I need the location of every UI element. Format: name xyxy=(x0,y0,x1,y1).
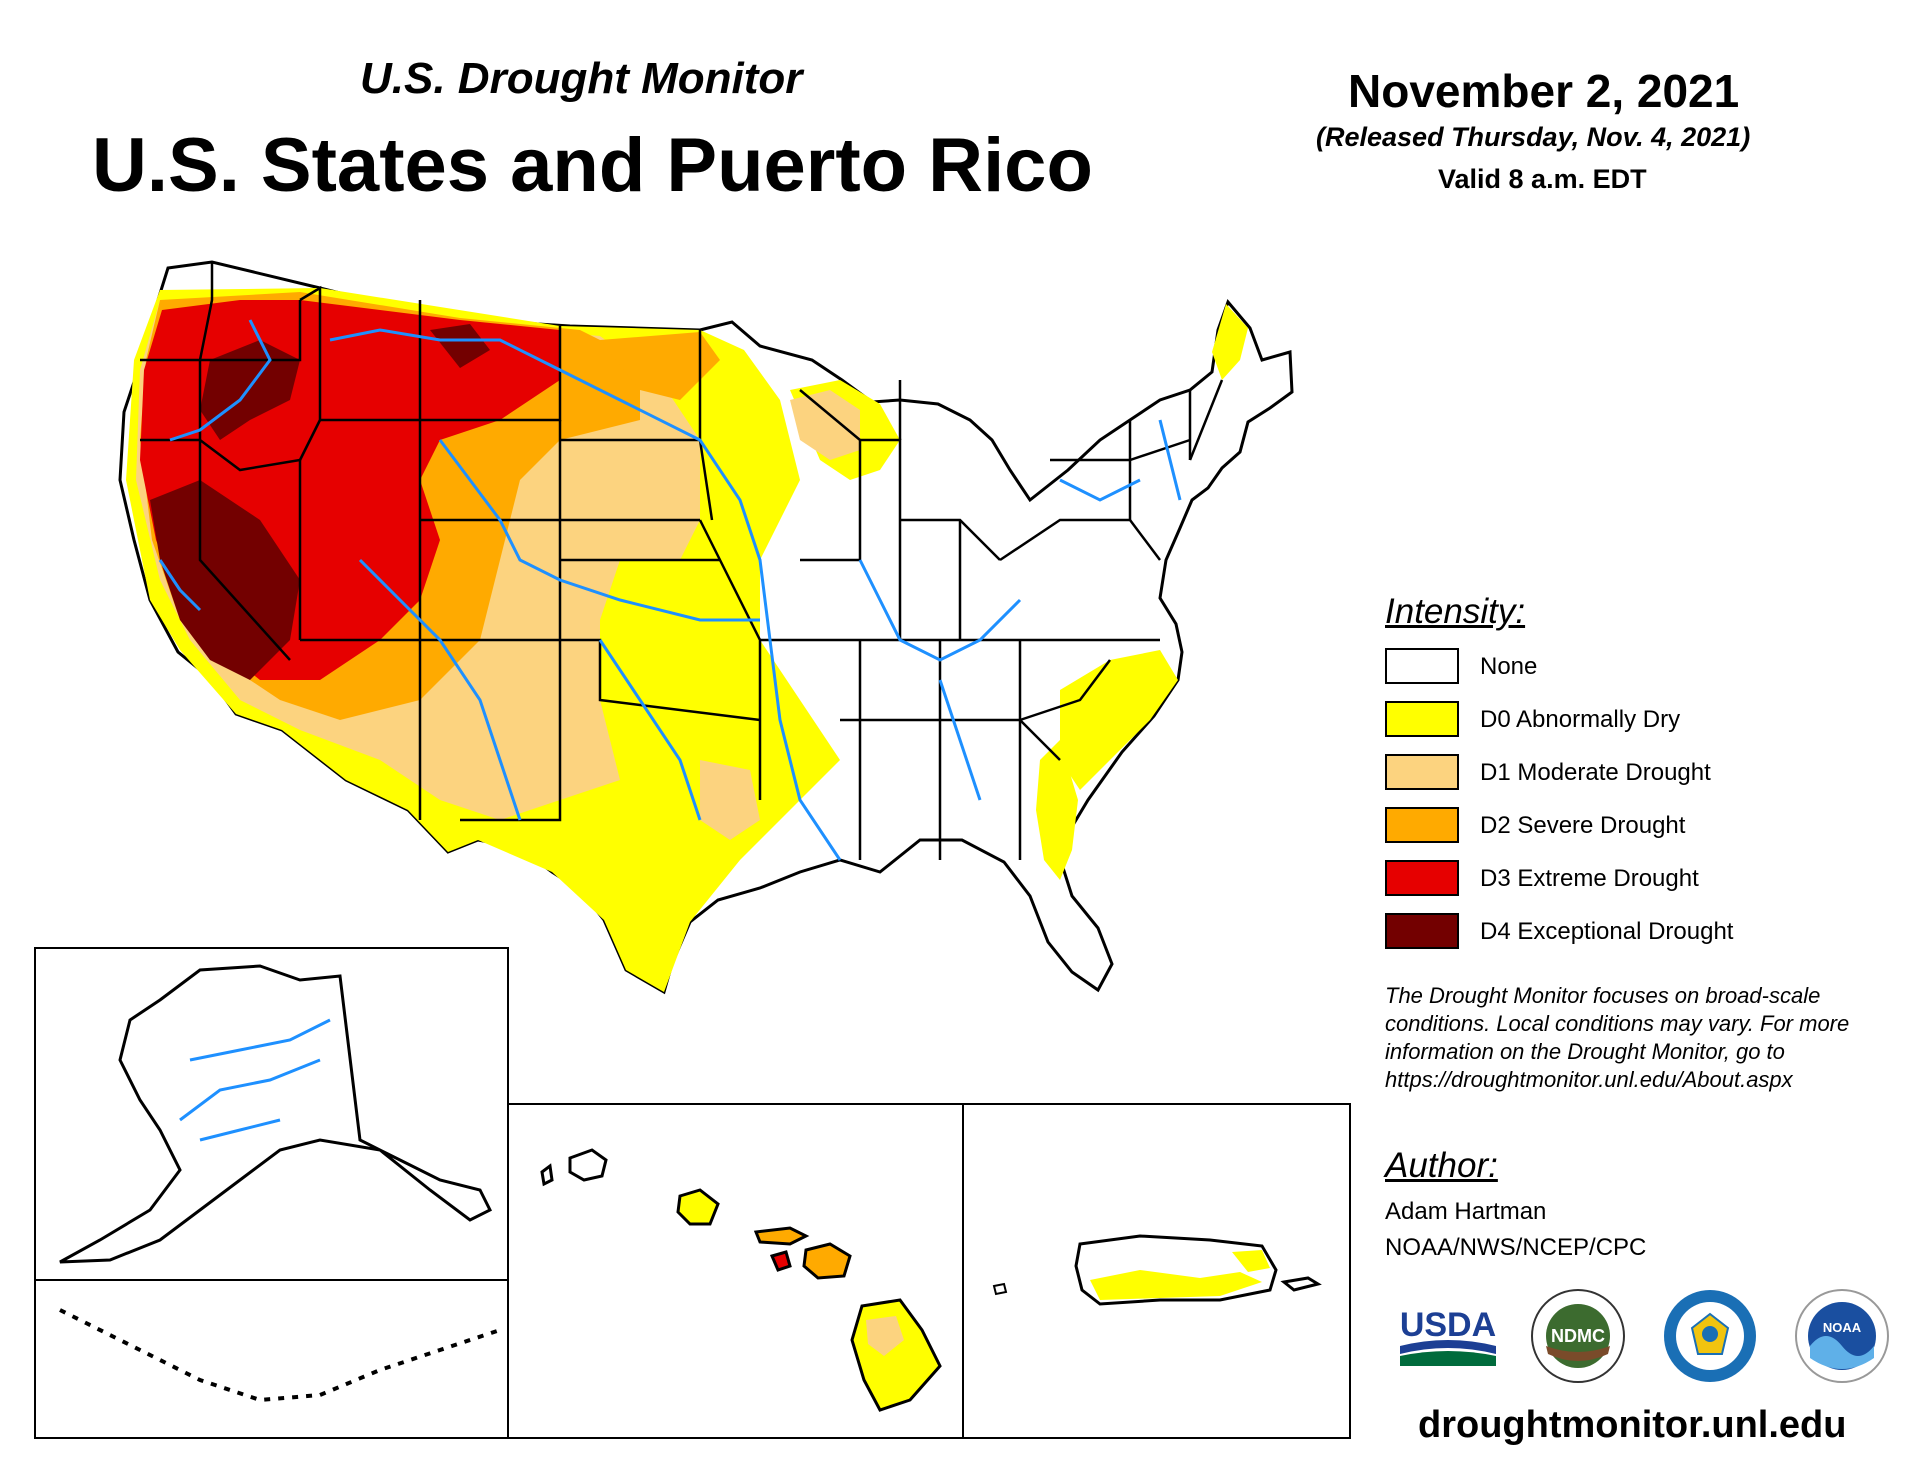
noaa-logo: NOAA xyxy=(1795,1289,1889,1383)
map-date: November 2, 2021 xyxy=(1348,65,1740,117)
note-line: The Drought Monitor focuses on broad-sca… xyxy=(1385,983,1821,1008)
legend-swatch xyxy=(1385,860,1459,896)
note-link[interactable]: https://droughtmonitor.unl.edu/About.asp… xyxy=(1385,1067,1793,1092)
legend-swatch xyxy=(1385,913,1459,949)
legend-label: D3 Extreme Drought xyxy=(1480,865,1699,892)
legend-swatch xyxy=(1385,754,1459,790)
noaa-logo-text: NOAA xyxy=(1823,1320,1862,1335)
hawaii-big-island-d1 xyxy=(866,1316,904,1356)
conus-d1-region-tx xyxy=(700,760,760,840)
valid-time: Valid 8 a.m. EDT xyxy=(1438,164,1647,194)
legend-label: D0 Abnormally Dry xyxy=(1480,706,1681,733)
note-line: information on the Drought Monitor, go t… xyxy=(1385,1039,1785,1064)
author-name: Adam Hartman xyxy=(1385,1198,1547,1225)
legend-heading: Intensity: xyxy=(1385,592,1526,631)
legend-label: None xyxy=(1480,653,1538,680)
ndmc-logo-text: NDMC xyxy=(1551,1326,1605,1346)
kauai-island xyxy=(568,1148,608,1182)
puerto-rico-d0-region-east xyxy=(1232,1250,1270,1272)
puerto-rico-map xyxy=(992,1234,1322,1306)
aleutian-islands xyxy=(59,1308,501,1403)
usda-logo: USDA xyxy=(1400,1306,1496,1366)
conus-d4-region-montana xyxy=(430,324,490,368)
conus-d1-region-wi xyxy=(790,390,860,460)
conus-map xyxy=(118,260,1294,995)
alaska-outline xyxy=(59,964,493,1264)
hawaii-map xyxy=(540,1148,942,1412)
legend-swatch xyxy=(1385,701,1459,737)
conus-d4-region-oregon xyxy=(200,340,300,440)
maui-island xyxy=(802,1242,852,1280)
doc-seal-logo xyxy=(1664,1290,1756,1382)
ndmc-logo: NDMC xyxy=(1531,1289,1625,1383)
author-heading: Author: xyxy=(1385,1146,1498,1185)
release-date: (Released Thursday, Nov. 4, 2021) xyxy=(1316,122,1751,152)
legend-label: D4 Exceptional Drought xyxy=(1480,918,1734,945)
oahu-island xyxy=(676,1188,720,1226)
conus-d0-region-southeast xyxy=(1060,650,1178,790)
niihau-island xyxy=(540,1163,554,1187)
molokai-island xyxy=(753,1226,810,1246)
conus-d2-region-ne xyxy=(600,332,720,400)
mona-island xyxy=(992,1282,1008,1296)
lanai-island xyxy=(769,1250,792,1272)
legend-swatch xyxy=(1385,807,1459,843)
author-org: NOAA/NWS/NCEP/CPC xyxy=(1385,1234,1647,1261)
conus-d0-region-florida xyxy=(1036,740,1078,880)
map-title: U.S. States and Puerto Rico xyxy=(92,123,1093,208)
disclaimer-note: The Drought Monitor focuses on broad-sca… xyxy=(1385,982,1905,1094)
puerto-rico-d0-region xyxy=(1090,1270,1262,1300)
rivers xyxy=(158,319,1182,861)
note-line: conditions. Local conditions may vary. F… xyxy=(1385,1011,1850,1036)
conus-d0-region-maine xyxy=(1212,304,1248,380)
usda-logo-text: USDA xyxy=(1400,1306,1496,1344)
legend-swatch xyxy=(1385,648,1459,684)
legend-label: D1 Moderate Drought xyxy=(1480,759,1711,786)
alaska-map xyxy=(59,964,501,1403)
legend-label: D2 Severe Drought xyxy=(1480,812,1686,839)
map-subtitle: U.S. Drought Monitor xyxy=(360,54,803,103)
website-link[interactable]: droughtmonitor.unl.edu xyxy=(1418,1404,1847,1446)
state-borders xyxy=(140,262,1224,860)
vieques-island xyxy=(1280,1276,1322,1292)
